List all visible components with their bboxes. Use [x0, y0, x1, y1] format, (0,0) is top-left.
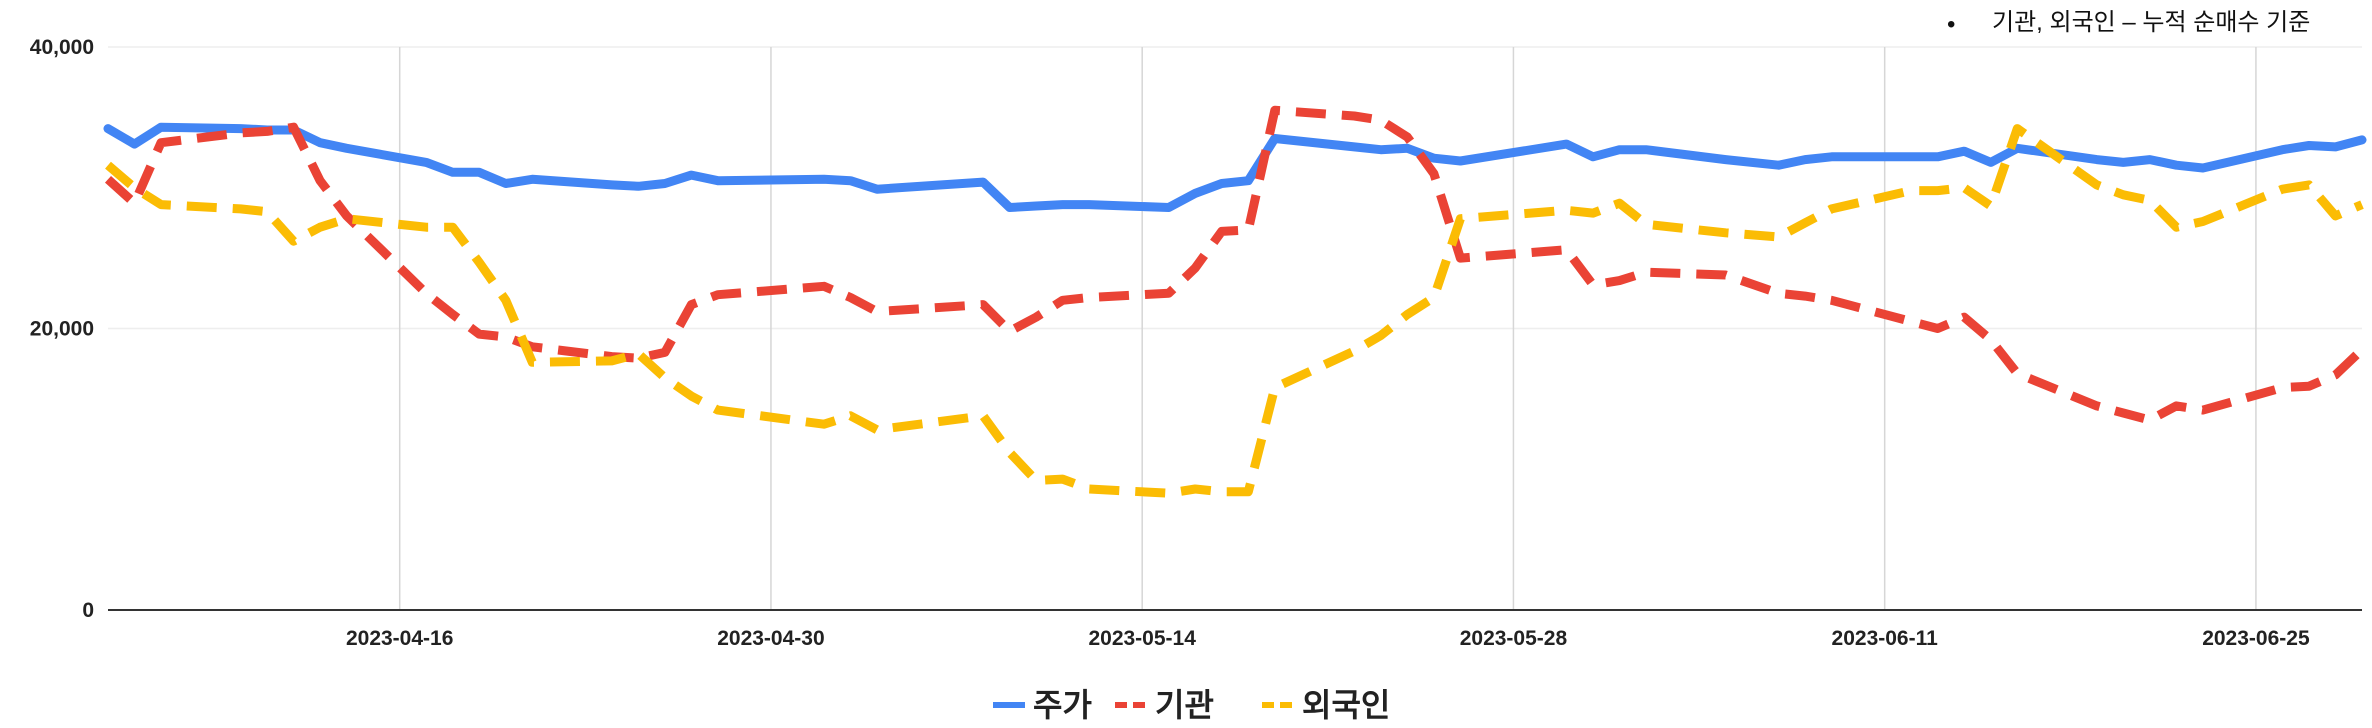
legend-label: 외국인: [1302, 687, 1390, 723]
legend-item[interactable]: 외국인: [1262, 687, 1390, 723]
series-line-1: [104, 105, 2366, 425]
chart-note: • 기관, 외국인 – 누적 순매수 기준: [1947, 9, 2310, 38]
x-tick-label: 2023-04-16: [346, 627, 453, 650]
x-tick-label: 2023-05-14: [1088, 627, 1196, 650]
note-text: 기관, 외국인 – 누적 순매수 기준: [1992, 9, 2310, 36]
x-tick-label: 2023-04-30: [717, 627, 824, 650]
y-axis-ticks: 0 20,000 40,000: [30, 36, 94, 622]
x-tick-label: 2023-06-25: [2202, 627, 2310, 650]
legend-label: 주가: [1033, 687, 1092, 723]
series-line-0: [103, 122, 2367, 212]
note-bullet: •: [1947, 11, 1955, 38]
x-tick-label: 2023-06-11: [1832, 627, 1939, 650]
legend-item[interactable]: 기관: [1115, 687, 1214, 723]
y-tick-label: 20,000: [30, 318, 94, 341]
gridlines: [108, 46, 2362, 610]
series-lines: [103, 105, 2367, 498]
legend-item[interactable]: 주가: [993, 687, 1092, 723]
x-axis-ticks: 2023-04-16 2023-04-30 2023-05-14 2023-05-28…: [346, 627, 2310, 650]
y-tick-label: 0: [82, 599, 94, 622]
legend-label: 기관: [1155, 687, 1214, 723]
x-tick-label: 2023-05-28: [1460, 627, 1568, 650]
y-tick-label: 40,000: [30, 36, 94, 59]
legend[interactable]: 주가 기관 외국인: [993, 687, 1390, 723]
series-line-2: [105, 124, 2364, 498]
